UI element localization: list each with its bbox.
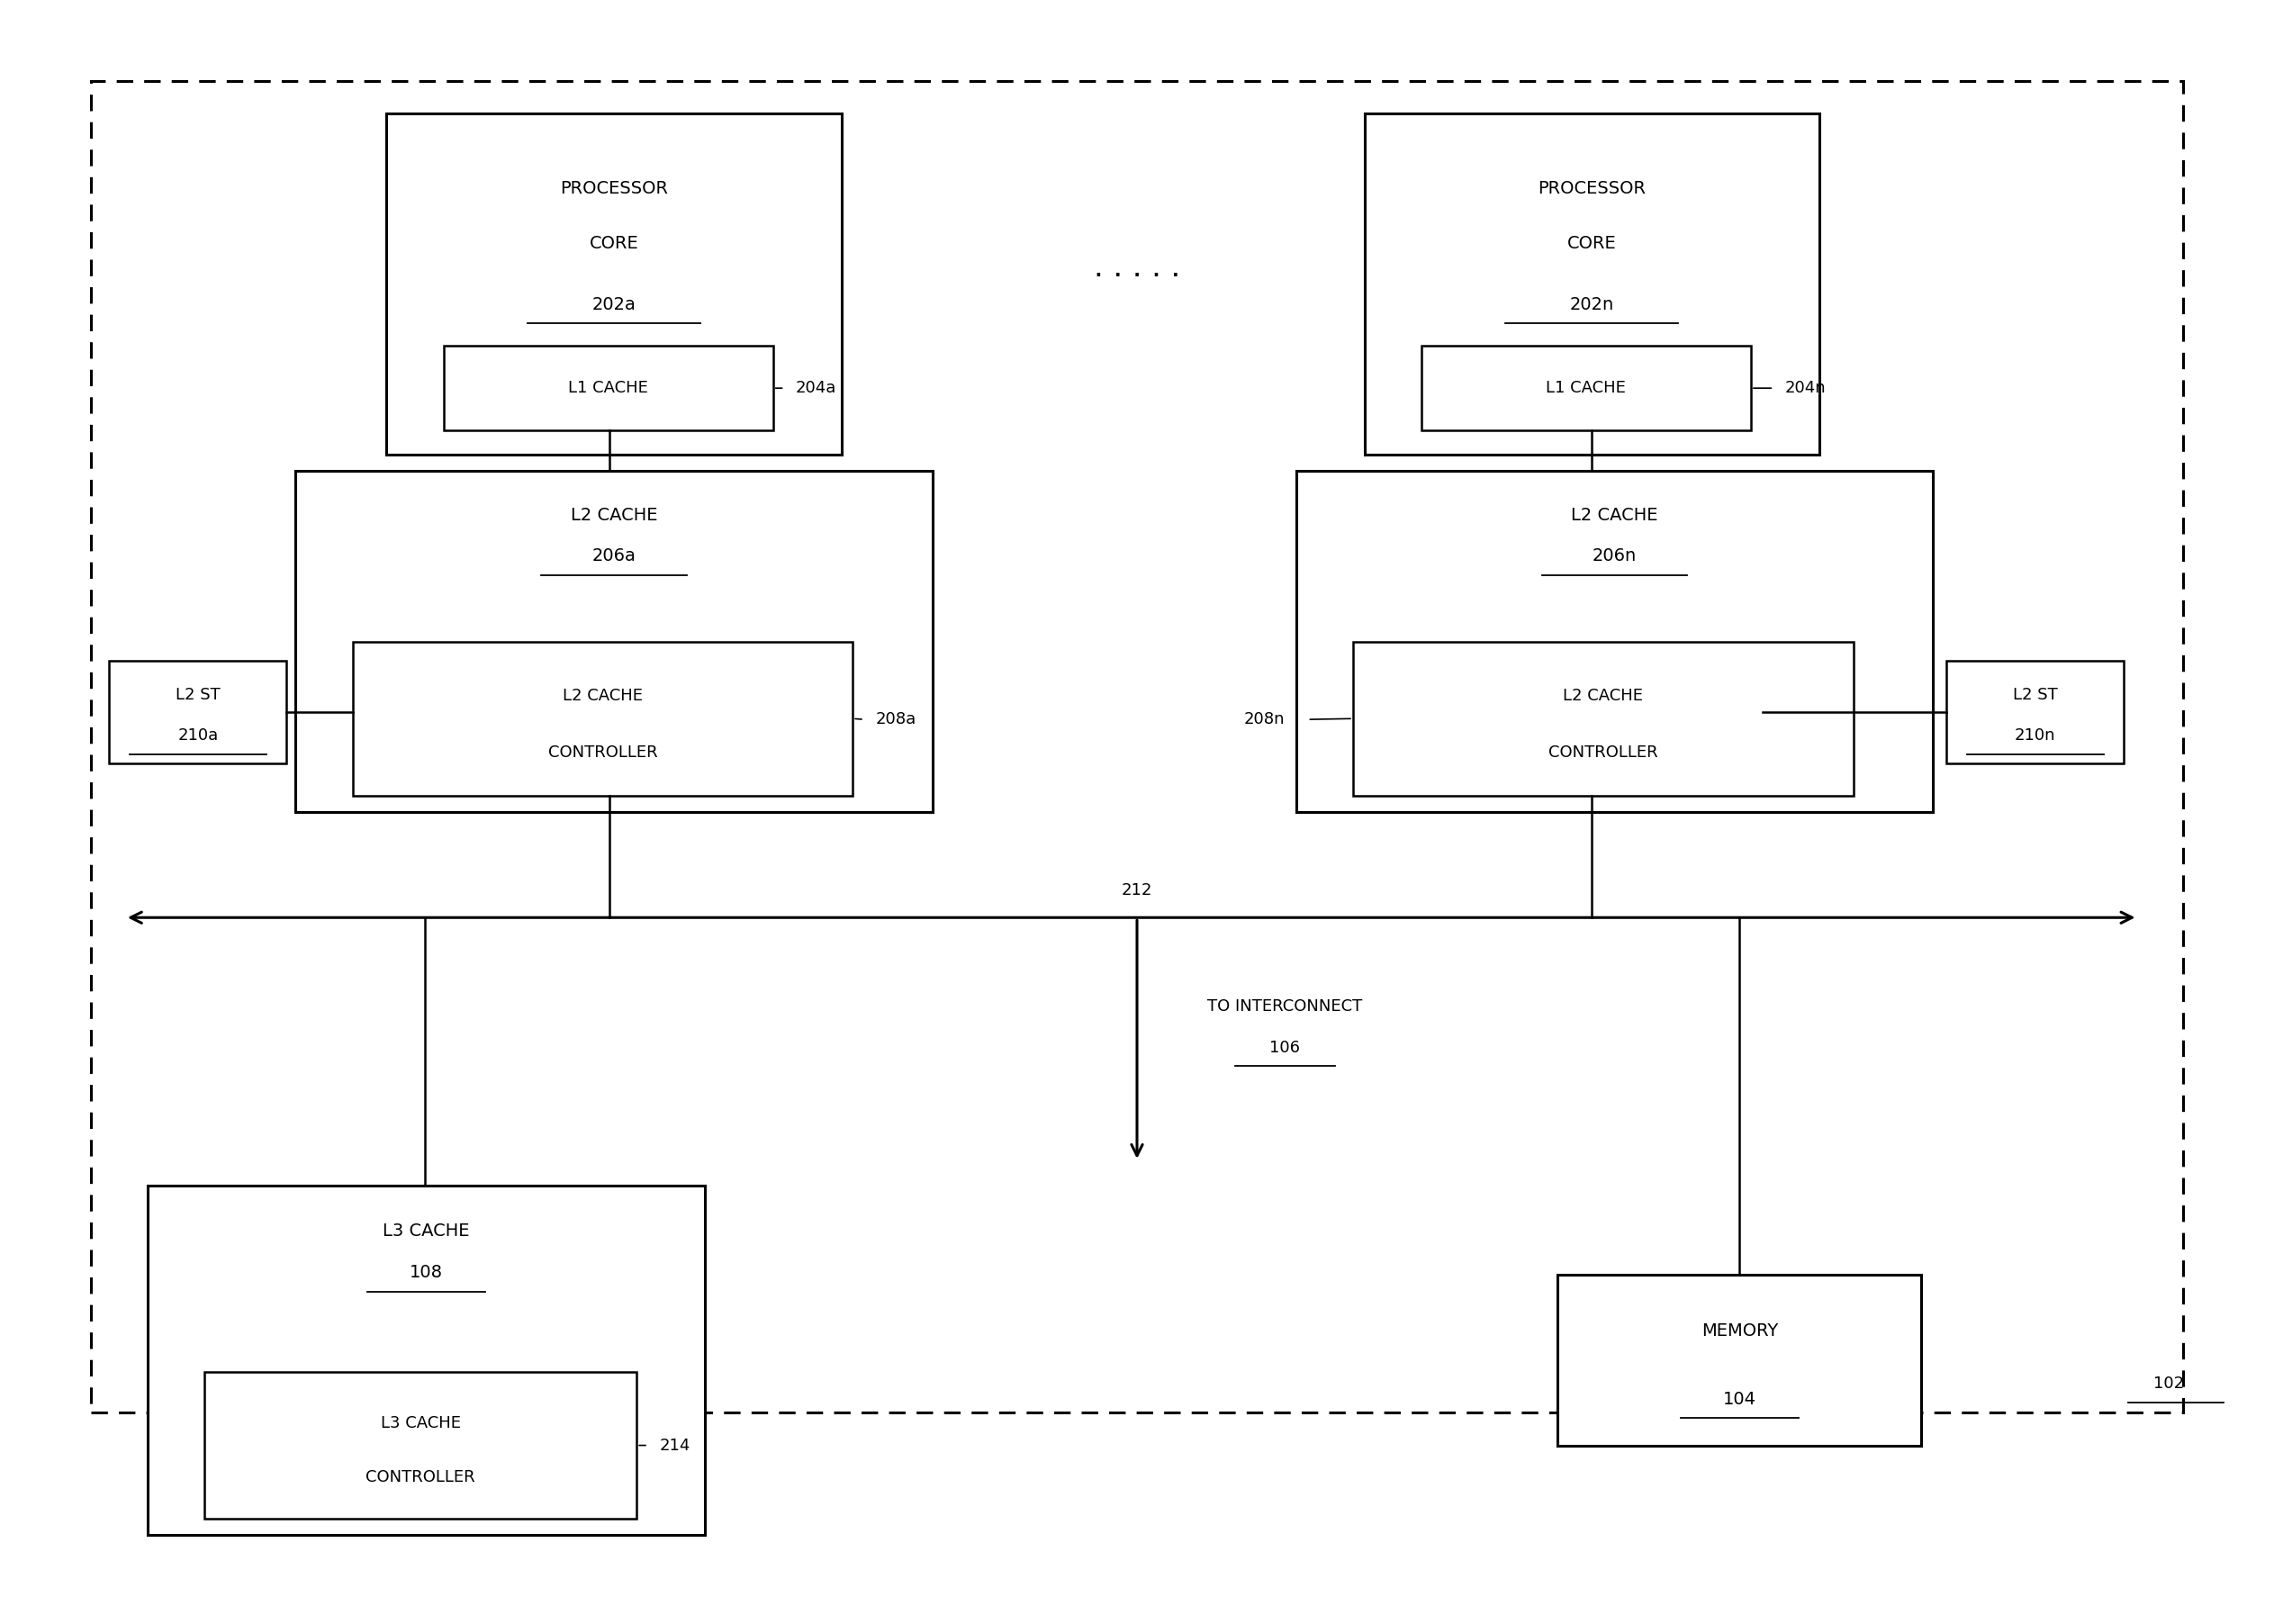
Text: 210a: 210a	[177, 728, 218, 744]
Text: CONTROLLER: CONTROLLER	[1549, 744, 1658, 760]
Text: L1 CACHE: L1 CACHE	[1546, 380, 1626, 396]
Text: 208a: 208a	[875, 711, 916, 728]
FancyBboxPatch shape	[1558, 1275, 1922, 1445]
Text: 202a: 202a	[591, 296, 637, 313]
Text: L2 ST: L2 ST	[175, 687, 221, 703]
Text: MEMORY: MEMORY	[1701, 1322, 1778, 1340]
Text: 108: 108	[409, 1263, 443, 1281]
Text: L2 CACHE: L2 CACHE	[562, 687, 644, 703]
Text: 214: 214	[659, 1437, 691, 1453]
Text: L1 CACHE: L1 CACHE	[568, 380, 648, 396]
FancyBboxPatch shape	[1364, 114, 1819, 455]
Text: 204n: 204n	[1785, 380, 1826, 396]
Text: PROCESSOR: PROCESSOR	[1537, 180, 1646, 197]
Text: CORE: CORE	[1567, 235, 1617, 252]
Text: 212: 212	[1121, 882, 1153, 898]
FancyBboxPatch shape	[148, 1186, 705, 1535]
FancyBboxPatch shape	[109, 661, 287, 763]
FancyBboxPatch shape	[443, 346, 773, 430]
Text: L2 CACHE: L2 CACHE	[1562, 687, 1644, 703]
Text: CONTROLLER: CONTROLLER	[366, 1470, 475, 1486]
Text: 208n: 208n	[1244, 711, 1285, 728]
Text: L2 CACHE: L2 CACHE	[1571, 507, 1658, 525]
Text: L2 CACHE: L2 CACHE	[571, 507, 657, 525]
Text: 104: 104	[1724, 1390, 1756, 1408]
Text: CONTROLLER: CONTROLLER	[548, 744, 657, 760]
Text: 210n: 210n	[2015, 728, 2056, 744]
FancyBboxPatch shape	[296, 471, 932, 812]
Text: L3 CACHE: L3 CACHE	[382, 1223, 471, 1239]
FancyBboxPatch shape	[1353, 641, 1853, 796]
FancyBboxPatch shape	[1421, 346, 1751, 430]
Text: 206n: 206n	[1592, 547, 1637, 565]
FancyBboxPatch shape	[205, 1372, 637, 1518]
FancyBboxPatch shape	[1947, 661, 2124, 763]
Text: . . . . .: . . . . .	[1094, 253, 1180, 283]
Text: 204a: 204a	[796, 380, 837, 396]
Text: 206a: 206a	[591, 547, 637, 565]
Text: L3 CACHE: L3 CACHE	[380, 1416, 462, 1431]
Text: PROCESSOR: PROCESSOR	[559, 180, 669, 197]
Text: TO INTERCONNECT: TO INTERCONNECT	[1207, 999, 1362, 1015]
Text: 106: 106	[1269, 1039, 1301, 1056]
FancyBboxPatch shape	[1296, 471, 1933, 812]
Text: 202n: 202n	[1569, 296, 1615, 313]
FancyBboxPatch shape	[352, 641, 853, 796]
FancyBboxPatch shape	[387, 114, 841, 455]
FancyBboxPatch shape	[91, 81, 2183, 1413]
Text: CORE: CORE	[589, 235, 639, 252]
Text: L2 ST: L2 ST	[2012, 687, 2058, 703]
Text: 102: 102	[2153, 1376, 2185, 1392]
